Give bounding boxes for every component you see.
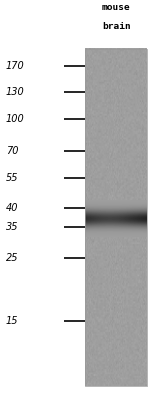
Text: 25: 25 [6,253,18,263]
Text: 130: 130 [6,88,25,97]
Text: 55: 55 [6,173,18,182]
Text: brain: brain [102,22,131,31]
Text: 70: 70 [6,146,18,156]
Text: 100: 100 [6,114,25,124]
Text: 40: 40 [6,203,18,213]
Text: 170: 170 [6,61,25,71]
Text: 35: 35 [6,222,18,232]
Text: mouse: mouse [102,3,131,12]
Text: 15: 15 [6,316,18,326]
Bar [85,49,147,386]
